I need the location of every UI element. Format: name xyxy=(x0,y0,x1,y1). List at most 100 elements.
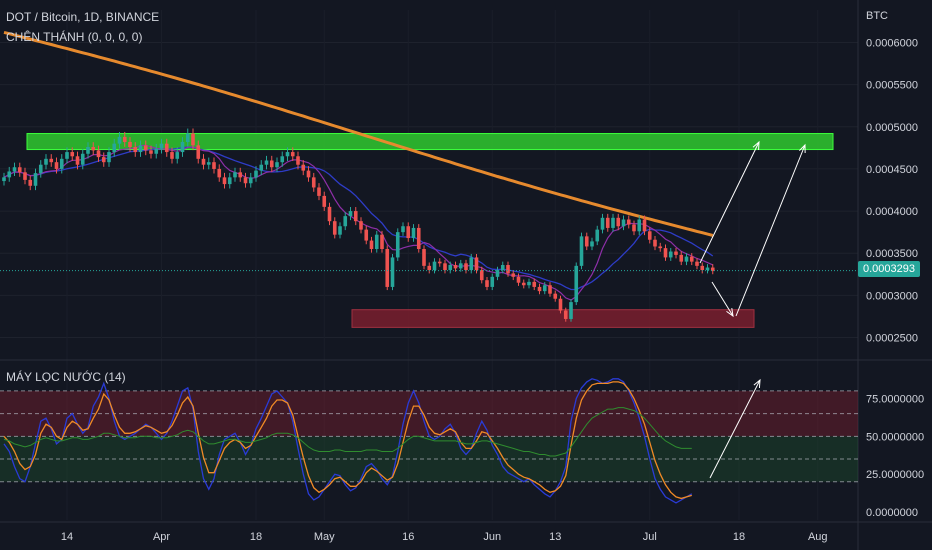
candle-body xyxy=(217,168,222,178)
candle-body xyxy=(548,285,552,294)
resistance-zone xyxy=(26,133,834,151)
ma-long-line xyxy=(3,30,714,237)
projection-arrow-down-head xyxy=(726,308,734,318)
candle-body xyxy=(464,263,468,271)
candle-body xyxy=(626,219,631,225)
candle-body xyxy=(191,133,195,146)
candle-body xyxy=(679,254,684,262)
candle-body xyxy=(149,150,153,154)
candle-body xyxy=(474,257,479,271)
time-axis-tick: 18 xyxy=(733,531,745,543)
candle-body xyxy=(437,261,442,264)
candle-body xyxy=(553,293,558,299)
candle-body xyxy=(96,150,101,158)
candle-body xyxy=(269,160,274,168)
candle-body xyxy=(479,270,484,281)
candle-body xyxy=(175,152,180,159)
time-axis-tick: Jul xyxy=(643,531,657,543)
candle-body xyxy=(684,256,689,262)
time-axis-tick: Jun xyxy=(483,531,501,543)
price-axis-tick: 0.0005500 xyxy=(866,80,918,92)
osc-projection-arrow-head xyxy=(753,378,761,389)
candle-body xyxy=(432,261,437,271)
projection-arrow-up-b-head xyxy=(798,143,806,154)
indicator-legend: CHÊN THÁNH (0, 0, 0, 0) xyxy=(6,30,143,44)
candle-body xyxy=(695,261,699,266)
candle-body xyxy=(616,217,621,227)
candle-body xyxy=(605,217,610,228)
candle-body xyxy=(222,177,227,185)
candle-body xyxy=(133,147,138,153)
candle-body xyxy=(416,227,421,249)
candle-body xyxy=(495,270,500,277)
candle-body xyxy=(374,234,379,249)
candle-body xyxy=(621,219,626,227)
candle-body xyxy=(521,282,526,286)
candle-body xyxy=(563,310,568,319)
candle-body xyxy=(227,177,232,185)
candle-body xyxy=(254,170,258,178)
time-axis-tick: 14 xyxy=(61,531,73,543)
candle-body xyxy=(290,152,295,157)
candle-body xyxy=(70,152,75,157)
support-zone xyxy=(351,309,755,328)
candle-body xyxy=(122,136,127,142)
price-axis-tick: 0.0004500 xyxy=(866,164,918,176)
candle-body xyxy=(401,226,405,233)
candle-body xyxy=(86,147,90,154)
candle-body xyxy=(511,273,516,277)
candle-body xyxy=(458,263,463,269)
candle-body xyxy=(180,141,185,153)
candle-body xyxy=(590,241,594,247)
time-axis-tick: 18 xyxy=(250,531,262,543)
time-axis-tick: May xyxy=(314,531,335,543)
candle-body xyxy=(296,156,300,165)
candle-body xyxy=(506,265,510,274)
candle-body xyxy=(658,246,663,249)
price-axis-tick: 0.0003000 xyxy=(866,290,918,302)
candle-body xyxy=(516,276,521,283)
candle-body xyxy=(364,229,369,241)
price-axis-tick: 0.0003500 xyxy=(866,248,918,260)
price-unit-label: BTC xyxy=(866,10,888,22)
candle-body xyxy=(338,226,342,235)
candle-body xyxy=(138,145,143,153)
candle-body xyxy=(527,281,531,286)
candle-body xyxy=(28,179,33,186)
time-axis-tick: 16 xyxy=(402,531,414,543)
candle-body xyxy=(380,234,384,249)
candle-body xyxy=(259,164,264,171)
price-axis-tick: 0.0006000 xyxy=(866,38,918,50)
candle-body xyxy=(663,248,668,258)
time-axis-tick: Aug xyxy=(808,531,828,543)
candle-body xyxy=(248,177,253,184)
candle-body xyxy=(653,239,657,247)
candle-body xyxy=(595,229,600,242)
candle-body xyxy=(238,172,243,178)
candle-body xyxy=(705,267,710,271)
candle-body xyxy=(212,162,216,169)
candle-body xyxy=(359,221,363,230)
candle-body xyxy=(642,219,647,232)
candle-body xyxy=(128,141,132,148)
price-axis-tick: 0.0002500 xyxy=(866,333,918,345)
candle-body xyxy=(574,265,579,303)
candle-body xyxy=(107,152,111,163)
candle-body xyxy=(2,177,6,182)
symbol-title: DOT / Bitcoin, 1D, BINANCE xyxy=(6,10,160,24)
candle-body xyxy=(280,156,285,163)
candle-body xyxy=(584,236,589,247)
osc-axis-tick: 50.0000000 xyxy=(866,431,924,443)
candle-body xyxy=(332,221,337,235)
candle-body xyxy=(390,257,395,287)
projection-arrow-up-a-head xyxy=(752,140,760,151)
osc-mid-line xyxy=(3,407,692,457)
candle-body xyxy=(469,257,474,271)
candle-body xyxy=(306,170,311,178)
candle-body xyxy=(275,162,279,168)
candle-body xyxy=(322,195,327,207)
candle-body xyxy=(611,217,615,228)
candle-body xyxy=(485,280,489,287)
